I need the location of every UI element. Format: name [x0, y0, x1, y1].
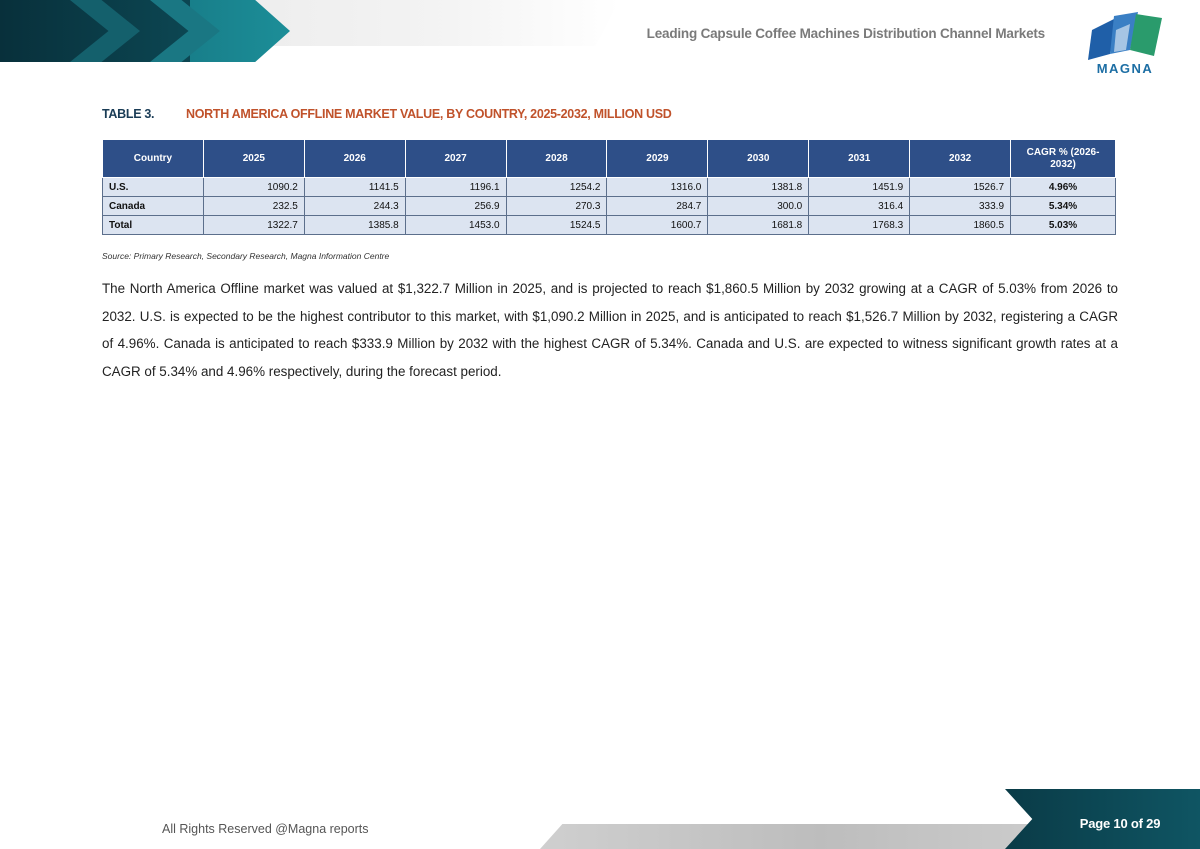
table-cell: 244.3: [303, 196, 406, 216]
table-cell: 1453.0: [404, 215, 507, 235]
table-cell: 300.0: [707, 196, 810, 216]
table-cell: 1141.5: [303, 177, 406, 197]
table-cell: 1451.9: [808, 177, 911, 197]
table-cell: 1524.5: [505, 215, 608, 235]
table-row: U.S. 1090.2 1141.5 1196.1 1254.2 1316.0 …: [102, 177, 1116, 197]
column-header: 2029: [606, 139, 709, 178]
table-cell: 1381.8: [707, 177, 810, 197]
table-cell: 1254.2: [505, 177, 608, 197]
column-header: 2028: [505, 139, 608, 178]
column-header: 2025: [202, 139, 305, 178]
footer-rights: All Rights Reserved @Magna reports: [162, 822, 369, 836]
table-caption: NORTH AMERICA OFFLINE MARKET VALUE, BY C…: [186, 107, 672, 121]
table-cell-cagr: 5.03%: [1010, 215, 1116, 235]
table-cell: 256.9: [404, 196, 507, 216]
table-number: TABLE 3.: [102, 107, 155, 121]
table-cell-cagr: 4.96%: [1010, 177, 1116, 197]
table-cell: 1385.8: [303, 215, 406, 235]
column-header: 2027: [404, 139, 507, 178]
table-cell-country: U.S.: [102, 177, 204, 197]
column-header: 2032: [909, 139, 1012, 178]
table-cell: 284.7: [606, 196, 709, 216]
column-header: CAGR % (2026-2032): [1010, 139, 1116, 178]
table-cell: 1526.7: [909, 177, 1012, 197]
body-paragraph: The North America Offline market was val…: [102, 281, 1118, 379]
table-header-row: Country 2025 2026 2027 2028 2029 2030 20…: [102, 139, 1116, 178]
column-header: 2026: [303, 139, 406, 178]
table-cell-cagr: 5.34%: [1010, 196, 1116, 216]
table-row: Canada 232.5 244.3 256.9 270.3 284.7 300…: [102, 196, 1116, 216]
market-value-table: Country 2025 2026 2027 2028 2029 2030 20…: [102, 139, 1116, 235]
table-cell: 1860.5: [909, 215, 1012, 235]
column-header: Country: [102, 139, 204, 178]
table-title: TABLE 3. NORTH AMERICA OFFLINE MARKET VAL…: [102, 107, 672, 121]
report-title: Leading Capsule Coffee Machines Distribu…: [646, 26, 1046, 41]
table-cell: 270.3: [505, 196, 608, 216]
table-source-note: Source: Primary Research, Secondary Rese…: [102, 251, 390, 261]
table-row: Total 1322.7 1385.8 1453.0 1524.5 1600.7…: [102, 215, 1116, 235]
table-cell: 1090.2: [202, 177, 305, 197]
footer-banner-gray: [540, 824, 1100, 849]
table-cell: 333.9: [909, 196, 1012, 216]
magna-logo-icon: [1088, 12, 1162, 60]
footer-banner-teal: [1005, 789, 1200, 849]
table-cell: 1196.1: [404, 177, 507, 197]
table-cell: 1322.7: [202, 215, 305, 235]
table-cell-country: Canada: [102, 196, 204, 216]
table-cell: 1316.0: [606, 177, 709, 197]
logo-text: MAGNA: [1096, 61, 1154, 76]
table-cell: 1768.3: [808, 215, 911, 235]
column-header: 2030: [707, 139, 810, 178]
table-cell: 232.5: [202, 196, 305, 216]
column-header: 2031: [808, 139, 911, 178]
table-cell: 1681.8: [707, 215, 810, 235]
table-cell: 1600.7: [606, 215, 709, 235]
table-cell: 316.4: [808, 196, 911, 216]
page-number: Page 10 of 29: [1079, 816, 1161, 831]
table-cell-country: Total: [102, 215, 204, 235]
